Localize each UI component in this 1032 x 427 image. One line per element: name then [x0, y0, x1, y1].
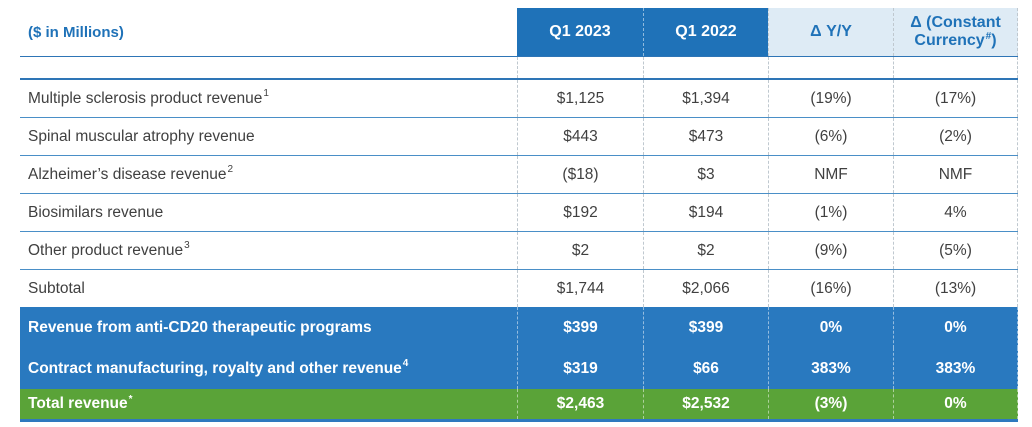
row-biosimilars: Biosimilars revenue $192 $194 (1%) 4% [20, 194, 1018, 232]
cell-delta-yy: NMF [768, 156, 893, 193]
cell-q1-2023: $319 [517, 348, 643, 389]
row-label-superscript: 2 [227, 164, 234, 176]
cell-delta-yy: 383% [768, 348, 893, 389]
column-header-delta-yy: Δ Y/Y [768, 8, 893, 56]
cell-delta-yy: 0% [768, 307, 893, 348]
cell-q1-2023: $1,744 [517, 270, 643, 307]
row-alzheimers-disease: Alzheimer’s disease revenue2 ($18) $3 NM… [20, 156, 1018, 194]
row-label-text: Alzheimer’s disease revenue2 [28, 164, 234, 184]
cell-delta-cc: (2%) [893, 118, 1018, 155]
row-label: Subtotal [20, 270, 517, 307]
cell-q1-2022: $2,532 [643, 389, 768, 419]
cell-q1-2023: ($18) [517, 156, 643, 193]
spacer-cell [768, 57, 893, 78]
column-header-text: Q1 2023 [549, 22, 611, 40]
spacer-cell [643, 57, 768, 78]
row-label-text: Contract manufacturing, royalty and othe… [28, 358, 409, 378]
column-header-text: Q1 2022 [675, 22, 737, 40]
cell-q1-2022: $194 [643, 194, 768, 231]
cell-delta-yy: (19%) [768, 80, 893, 117]
cell-q1-2022: $66 [643, 348, 768, 389]
cell-q1-2023: $2,463 [517, 389, 643, 419]
row-label-main: Alzheimer’s disease revenue [28, 165, 227, 183]
cell-delta-yy: (9%) [768, 232, 893, 269]
row-label-main: Contract manufacturing, royalty and othe… [28, 359, 402, 377]
row-spinal-muscular-atrophy: Spinal muscular atrophy revenue $443 $47… [20, 118, 1018, 156]
cell-delta-yy: (6%) [768, 118, 893, 155]
cell-q1-2022: $473 [643, 118, 768, 155]
cell-q1-2022: $399 [643, 307, 768, 348]
row-label-main: Biosimilars revenue [28, 203, 164, 221]
row-label-text: Spinal muscular atrophy revenue [28, 128, 256, 146]
cell-q1-2022: $2,066 [643, 270, 768, 307]
cell-delta-cc: (17%) [893, 80, 1018, 117]
row-contract-manufacturing: Contract manufacturing, royalty and othe… [20, 348, 1018, 389]
row-label-text: Multiple sclerosis product revenue1 [28, 88, 269, 108]
cell-q1-2023: $1,125 [517, 80, 643, 117]
row-label-text: Subtotal [28, 280, 86, 298]
table-header-row: ($ in Millions) Q1 2023 Q1 2022 Δ Y/Y Δ … [20, 8, 1018, 56]
cell-delta-cc: (5%) [893, 232, 1018, 269]
column-header-q1-2022: Q1 2022 [643, 8, 768, 56]
cell-delta-yy: (16%) [768, 270, 893, 307]
row-anti-cd20: Revenue from anti-CD20 therapeutic progr… [20, 307, 1018, 348]
cell-q1-2023: $192 [517, 194, 643, 231]
column-header-text-suffix: ) [991, 32, 997, 49]
cell-q1-2023: $443 [517, 118, 643, 155]
column-header-text: Δ (Constant Currency#) [894, 14, 1017, 51]
cell-q1-2023: $2 [517, 232, 643, 269]
cell-q1-2023: $399 [517, 307, 643, 348]
cell-delta-yy: (3%) [768, 389, 893, 419]
units-label-text: ($ in Millions) [28, 23, 124, 41]
spacer-cell [517, 57, 643, 78]
spacer-cell [893, 57, 1018, 78]
row-label-superscript: 4 [402, 358, 409, 370]
row-label-text: Other product revenue3 [28, 240, 190, 260]
column-header-superscript: # [985, 30, 992, 42]
cell-delta-cc: 4% [893, 194, 1018, 231]
cell-delta-cc: 383% [893, 348, 1018, 389]
row-label: Multiple sclerosis product revenue1 [20, 80, 517, 117]
cell-delta-yy: (1%) [768, 194, 893, 231]
row-label-text: Revenue from anti-CD20 therapeutic progr… [28, 319, 373, 337]
row-label-text: Total revenue* [28, 393, 133, 413]
row-label-main: Spinal muscular atrophy revenue [28, 127, 255, 145]
row-label: Contract manufacturing, royalty and othe… [20, 348, 517, 389]
row-other-product: Other product revenue3 $2 $2 (9%) (5%) [20, 232, 1018, 270]
cell-delta-cc: NMF [893, 156, 1018, 193]
row-label-main: Revenue from anti-CD20 therapeutic progr… [28, 318, 372, 336]
row-label: Other product revenue3 [20, 232, 517, 269]
row-label-main: Subtotal [28, 279, 85, 297]
spacer-row [20, 56, 1018, 80]
cell-delta-cc: 0% [893, 389, 1018, 419]
row-total-revenue: Total revenue* $2,463 $2,532 (3%) 0% [20, 389, 1018, 422]
cell-q1-2022: $3 [643, 156, 768, 193]
row-label-text: Biosimilars revenue [28, 204, 164, 222]
column-header-q1-2023: Q1 2023 [517, 8, 643, 56]
cell-delta-cc: (13%) [893, 270, 1018, 307]
column-header-delta-constant-currency: Δ (Constant Currency#) [893, 8, 1018, 56]
units-label: ($ in Millions) [20, 8, 517, 56]
row-label-main: Other product revenue [28, 241, 184, 259]
cell-q1-2022: $1,394 [643, 80, 768, 117]
cell-delta-cc: 0% [893, 307, 1018, 348]
row-label-superscript: * [128, 393, 133, 405]
row-label: Spinal muscular atrophy revenue [20, 118, 517, 155]
row-label-superscript: 3 [184, 240, 190, 252]
row-subtotal: Subtotal $1,744 $2,066 (16%) (13%) [20, 270, 1018, 307]
cell-q1-2022: $2 [643, 232, 768, 269]
column-header-text-main: Δ (Constant Currency [910, 13, 1001, 49]
row-label-main: Total revenue [28, 395, 128, 412]
row-label-main: Multiple sclerosis product revenue [28, 89, 263, 107]
spacer-cell [20, 57, 517, 78]
row-label-superscript: 1 [263, 88, 269, 100]
column-header-text: Δ Y/Y [810, 22, 852, 40]
row-multiple-sclerosis: Multiple sclerosis product revenue1 $1,1… [20, 80, 1018, 118]
row-label: Revenue from anti-CD20 therapeutic progr… [20, 307, 517, 348]
row-label: Total revenue* [20, 389, 517, 419]
row-label: Biosimilars revenue [20, 194, 517, 231]
row-label: Alzheimer’s disease revenue2 [20, 156, 517, 193]
revenue-table: ($ in Millions) Q1 2023 Q1 2022 Δ Y/Y Δ … [20, 8, 1018, 422]
